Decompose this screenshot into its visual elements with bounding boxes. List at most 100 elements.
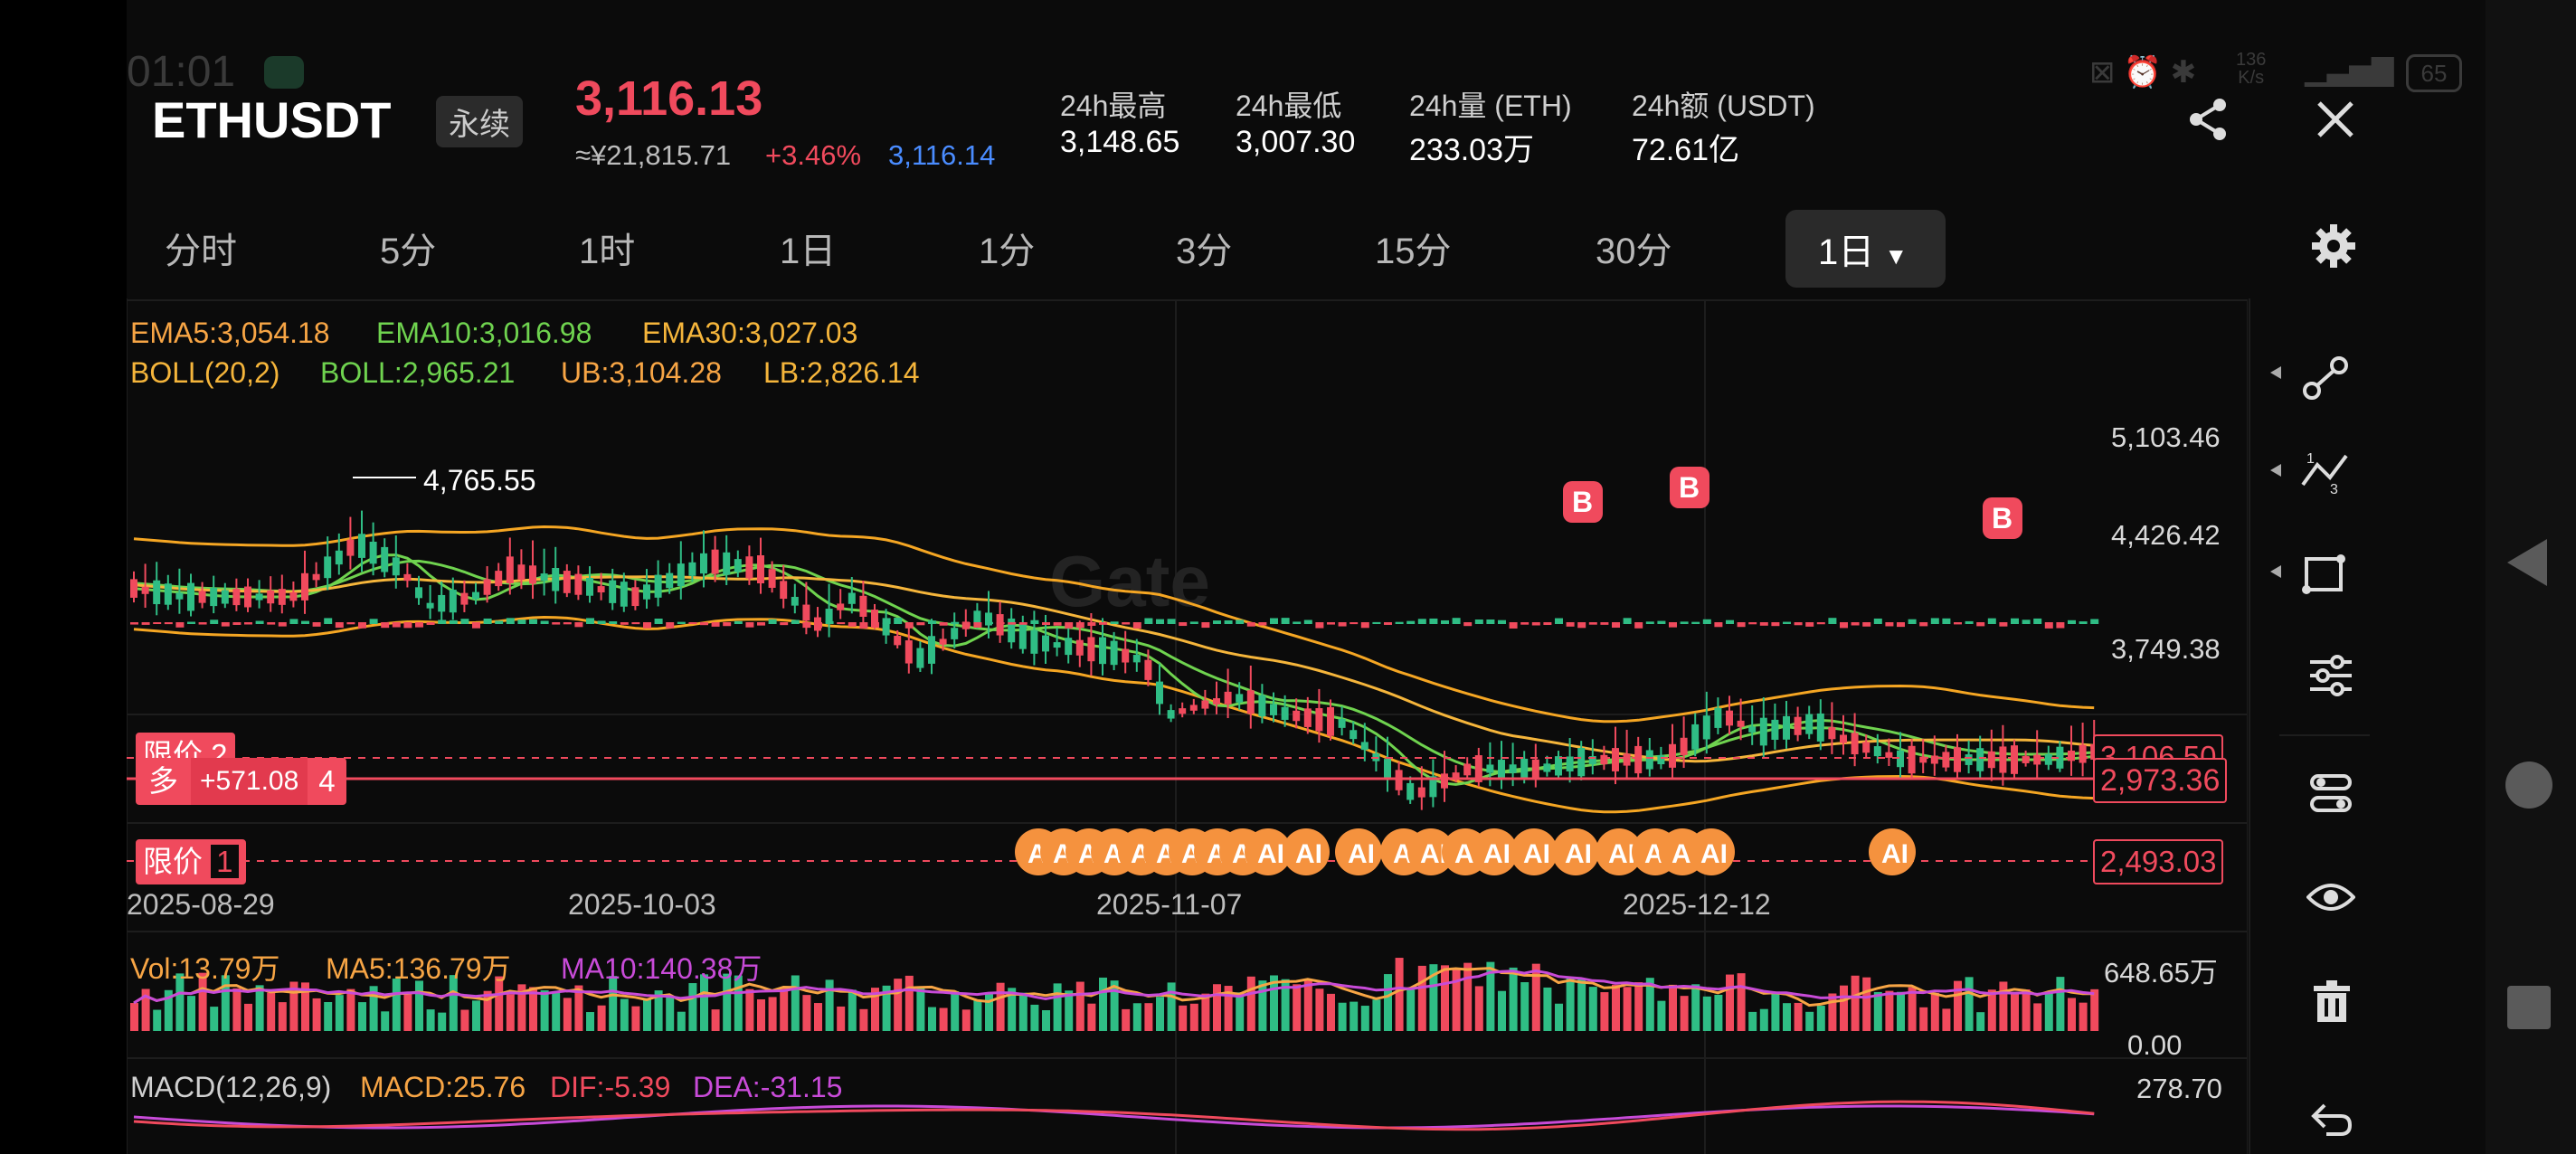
candle-body [1008, 618, 1016, 643]
tab-interval-3m[interactable]: 3分 [1176, 232, 1233, 271]
macd-bar [848, 622, 857, 627]
volume-bar [175, 973, 185, 1031]
tab-interval-1d[interactable]: 1日 [780, 232, 837, 271]
delete-trash-icon[interactable] [2312, 980, 2352, 1022]
candle-body [1246, 690, 1255, 714]
candle-body [939, 638, 947, 645]
tab-interval-1h[interactable]: 1时 [579, 232, 636, 271]
macd-bar [802, 622, 811, 629]
volume-bar [1873, 991, 1882, 1031]
candle-body [1919, 756, 1927, 763]
boll-bands [133, 525, 2095, 814]
candle-body [153, 580, 161, 605]
shape-tool-icon[interactable] [2270, 550, 2361, 601]
volume-bar [825, 979, 834, 1031]
macd-bar [1954, 622, 1962, 625]
candle-body [1099, 637, 1106, 665]
macd-bar [483, 618, 492, 624]
ai-marker [1596, 828, 1643, 875]
volume-bar [1417, 965, 1426, 1031]
tab-interval-15m[interactable]: 15分 [1375, 232, 1452, 271]
macd-bar [1645, 621, 1654, 624]
settings-gear-icon[interactable] [2312, 224, 2355, 268]
volume-bar [928, 1007, 936, 1031]
line-tool-icon[interactable] [2270, 355, 2361, 405]
fib-tool-icon[interactable]: 31 [2270, 449, 2361, 499]
candle-body [164, 583, 172, 605]
volume-bar [289, 981, 298, 1031]
limit-order-tag-bottom[interactable]: 限价 1 [136, 839, 246, 884]
tab-interval-timeshare[interactable]: 分时 [165, 232, 237, 271]
macd-bar [278, 622, 287, 627]
volume-bar [1623, 987, 1632, 1031]
symbol-title[interactable]: ETHUSDT [152, 91, 392, 148]
candle-body [1873, 746, 1881, 757]
volume-bar [2022, 989, 2031, 1031]
ema30-legend: EMA30:3,027.03 [642, 317, 858, 349]
macd-bar [1783, 621, 1791, 624]
last-price: 3,116.13 [575, 71, 763, 126]
close-icon[interactable] [2316, 99, 2355, 139]
candle-body [1771, 719, 1779, 740]
toggle-tool-icon[interactable] [2308, 771, 2353, 816]
candle-body [1406, 782, 1415, 800]
macd-bar [1213, 620, 1221, 624]
volume-bar [1737, 973, 1746, 1031]
nav-home-icon[interactable] [2505, 761, 2552, 809]
tab-interval-1m[interactable]: 1分 [979, 232, 1036, 271]
volume-bar [609, 976, 618, 1031]
volume-bar [996, 982, 1005, 1031]
share-icon[interactable] [2187, 98, 2230, 141]
macd-bar [153, 622, 162, 625]
candle-body [1862, 742, 1870, 753]
volume-bar [1828, 993, 1837, 1031]
visibility-eye-icon[interactable] [2306, 879, 2355, 915]
candle-body [255, 593, 263, 601]
macd-bar [734, 620, 743, 624]
macd-bar [369, 619, 378, 624]
undo-icon[interactable] [2310, 1100, 2353, 1140]
tab-interval-5m[interactable]: 5分 [380, 232, 437, 271]
macd-bar [951, 621, 960, 624]
candle-body [1144, 659, 1152, 680]
candle-body [1645, 750, 1653, 770]
volume-ma10-legend: MA10:140.38万 [561, 952, 762, 985]
macd-bar [1623, 618, 1632, 624]
volume-bar [1395, 958, 1404, 1031]
nav-back-icon[interactable] [2507, 539, 2549, 586]
volume-bar [187, 996, 195, 1031]
volume-bar [1213, 984, 1221, 1031]
buy-marker [1983, 497, 2022, 539]
candle-body [472, 591, 479, 600]
macd-bar [2068, 620, 2076, 624]
volume-bar [1008, 988, 1017, 1031]
candle-body [1657, 754, 1665, 765]
position-tag[interactable]: 多 +571.08 4 [136, 758, 346, 805]
nav-recents-icon[interactable] [2507, 986, 2551, 1029]
candle-body [426, 602, 434, 609]
candle-body [1794, 716, 1802, 735]
macd-bar [1588, 622, 1597, 625]
volume-bar [232, 988, 242, 1031]
tab-interval-30m[interactable]: 30分 [1596, 232, 1672, 271]
volume-bar [1463, 962, 1473, 1031]
macd-bar [1008, 622, 1017, 625]
tab-interval-selector[interactable]: 1日 ▼ [1785, 210, 1946, 288]
candle-body [928, 636, 935, 664]
candle-body [837, 603, 845, 610]
indicator-settings-icon[interactable] [2308, 653, 2353, 698]
boll-params-legend: BOLL(20,2) [130, 356, 280, 389]
candle-body [312, 573, 320, 581]
volume-bar [985, 994, 993, 1031]
macd-bar [1246, 622, 1255, 627]
kline-chart[interactable]: Gate 4,765.55 AI AI AI AI AI AI AI AI AI AI AI AI AI… [127, 298, 2248, 1154]
candle-body [609, 580, 617, 603]
candle-body [392, 557, 400, 576]
volume-bar [1156, 997, 1164, 1031]
volume-bar [164, 989, 173, 1031]
volume-bar [1976, 1012, 1985, 1031]
candle-body [210, 587, 218, 607]
macd-bar [244, 622, 252, 625]
candle-body [324, 556, 332, 579]
volume-bar [1167, 982, 1176, 1031]
